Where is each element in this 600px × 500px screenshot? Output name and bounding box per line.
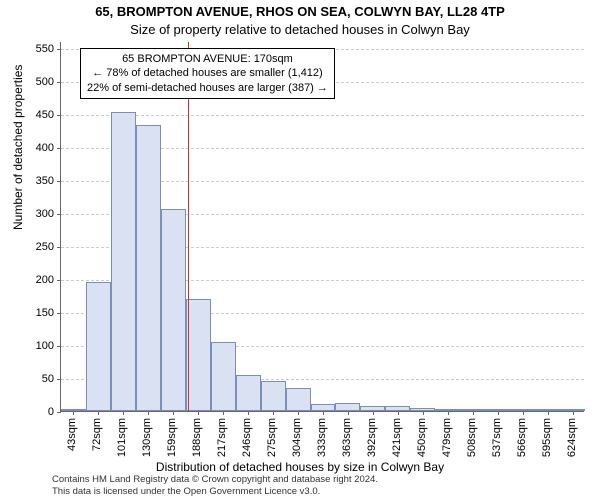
xtick-label: 421sqm — [391, 418, 403, 457]
xtick-label: 333sqm — [316, 418, 328, 457]
ytick-label: 450 — [14, 109, 54, 121]
xtick-mark — [98, 411, 99, 415]
x-axis-label: Distribution of detached houses by size … — [0, 460, 600, 474]
histogram-bar — [286, 388, 311, 411]
histogram-bar — [136, 125, 161, 411]
xtick-label: 595sqm — [541, 418, 553, 457]
ytick-label: 150 — [14, 307, 54, 319]
xtick-mark — [373, 411, 374, 415]
ytick-label: 500 — [14, 76, 54, 88]
xtick-mark — [323, 411, 324, 415]
ytick-label: 50 — [14, 373, 54, 385]
xtick-label: 217sqm — [216, 418, 228, 457]
annotation-line2: ← 78% of detached houses are smaller (1,… — [87, 66, 328, 80]
xtick-label: 159sqm — [166, 418, 178, 457]
xtick-mark — [248, 411, 249, 415]
xtick-mark — [398, 411, 399, 415]
annotation-line1: 65 BROMPTON AVENUE: 170sqm — [87, 52, 328, 66]
histogram-bar — [111, 112, 136, 411]
ytick-mark — [57, 346, 61, 347]
histogram-bar — [211, 342, 236, 411]
chart-container: 65, BROMPTON AVENUE, RHOS ON SEA, COLWYN… — [0, 0, 600, 500]
xtick-mark — [573, 411, 574, 415]
chart-title-main: 65, BROMPTON AVENUE, RHOS ON SEA, COLWYN… — [0, 4, 600, 19]
footer: Contains HM Land Registry data © Crown c… — [0, 474, 600, 497]
xtick-mark — [123, 411, 124, 415]
ytick-mark — [57, 49, 61, 50]
ytick-mark — [57, 181, 61, 182]
ytick-mark — [57, 148, 61, 149]
ytick-label: 200 — [14, 274, 54, 286]
ytick-mark — [57, 379, 61, 380]
xtick-mark — [148, 411, 149, 415]
ytick-label: 550 — [14, 43, 54, 55]
xtick-mark — [223, 411, 224, 415]
ytick-label: 350 — [14, 175, 54, 187]
histogram-bar — [161, 209, 186, 411]
gridline — [61, 115, 584, 116]
xtick-label: 246sqm — [241, 418, 253, 457]
ytick-mark — [57, 247, 61, 248]
histogram-bar — [236, 375, 261, 411]
histogram-bar — [311, 404, 336, 411]
xtick-label: 450sqm — [416, 418, 428, 457]
ytick-mark — [57, 214, 61, 215]
xtick-label: 275sqm — [266, 418, 278, 457]
xtick-label: 304sqm — [291, 418, 303, 457]
xtick-mark — [273, 411, 274, 415]
xtick-mark — [73, 411, 74, 415]
xtick-label: 479sqm — [441, 418, 453, 457]
xtick-label: 43sqm — [66, 418, 78, 451]
ytick-label: 250 — [14, 241, 54, 253]
ytick-mark — [57, 280, 61, 281]
histogram-bar — [335, 403, 360, 411]
xtick-label: 624sqm — [566, 418, 578, 457]
xtick-mark — [498, 411, 499, 415]
histogram-bar — [261, 381, 286, 411]
histogram-bar — [86, 282, 111, 411]
ytick-mark — [57, 115, 61, 116]
annotation-line3: 22% of semi-detached houses are larger (… — [87, 81, 328, 95]
ytick-mark — [57, 313, 61, 314]
xtick-label: 188sqm — [191, 418, 203, 457]
ytick-label: 100 — [14, 340, 54, 352]
xtick-label: 566sqm — [516, 418, 528, 457]
ytick-label: 0 — [14, 406, 54, 418]
chart-title-sub: Size of property relative to detached ho… — [0, 22, 600, 37]
xtick-label: 72sqm — [91, 418, 103, 451]
xtick-label: 363sqm — [341, 418, 353, 457]
ytick-label: 400 — [14, 142, 54, 154]
xtick-mark — [548, 411, 549, 415]
xtick-label: 392sqm — [366, 418, 378, 457]
footer-line2: This data is licensed under the Open Gov… — [52, 486, 600, 497]
xtick-mark — [423, 411, 424, 415]
xtick-label: 508sqm — [466, 418, 478, 457]
ytick-mark — [57, 412, 61, 413]
xtick-mark — [523, 411, 524, 415]
ytick-label: 300 — [14, 208, 54, 220]
xtick-mark — [298, 411, 299, 415]
xtick-label: 101sqm — [116, 418, 128, 457]
histogram-bar — [186, 299, 211, 411]
xtick-mark — [348, 411, 349, 415]
xtick-mark — [473, 411, 474, 415]
ytick-mark — [57, 82, 61, 83]
xtick-label: 537sqm — [491, 418, 503, 457]
xtick-label: 130sqm — [141, 418, 153, 457]
xtick-mark — [448, 411, 449, 415]
xtick-mark — [198, 411, 199, 415]
xtick-mark — [173, 411, 174, 415]
footer-line1: Contains HM Land Registry data © Crown c… — [52, 474, 600, 485]
annotation-box: 65 BROMPTON AVENUE: 170sqm ← 78% of deta… — [80, 48, 335, 99]
